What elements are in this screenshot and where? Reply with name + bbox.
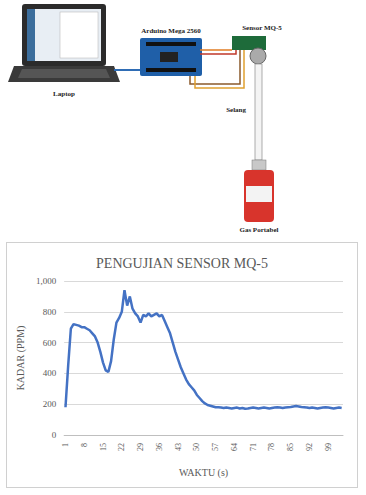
svg-text:64: 64 <box>230 443 239 451</box>
svg-text:78: 78 <box>267 443 276 451</box>
svg-text:Gas Portabel: Gas Portabel <box>239 226 278 234</box>
svg-text:0: 0 <box>52 430 57 440</box>
svg-text:800: 800 <box>43 307 57 317</box>
svg-text:85: 85 <box>286 443 295 451</box>
svg-text:600: 600 <box>43 338 57 348</box>
svg-text:15: 15 <box>99 443 108 451</box>
svg-text:99: 99 <box>324 443 333 451</box>
svg-text:1: 1 <box>61 443 70 447</box>
svg-text:400: 400 <box>43 368 57 378</box>
svg-text:Arduino Mega 2560: Arduino Mega 2560 <box>141 27 201 35</box>
svg-text:Sensor MQ-5: Sensor MQ-5 <box>242 24 282 32</box>
svg-text:71: 71 <box>249 443 258 451</box>
svg-text:KADAR (PPM): KADAR (PPM) <box>15 326 27 391</box>
svg-text:8: 8 <box>80 443 89 447</box>
svg-text:WAKTU (s): WAKTU (s) <box>179 467 228 479</box>
svg-text:57: 57 <box>211 443 220 451</box>
svg-text:Selang: Selang <box>226 106 246 114</box>
svg-text:1,000: 1,000 <box>36 276 57 286</box>
svg-text:50: 50 <box>192 443 201 451</box>
svg-text:43: 43 <box>174 443 183 451</box>
svg-text:PENGUJIAN SENSOR MQ-5: PENGUJIAN SENSOR MQ-5 <box>96 256 268 271</box>
svg-text:200: 200 <box>43 399 57 409</box>
svg-text:29: 29 <box>136 443 145 451</box>
svg-text:22: 22 <box>117 443 126 451</box>
svg-text:92: 92 <box>305 443 314 451</box>
svg-text:36: 36 <box>155 443 164 451</box>
svg-text:Laptop: Laptop <box>53 90 75 98</box>
